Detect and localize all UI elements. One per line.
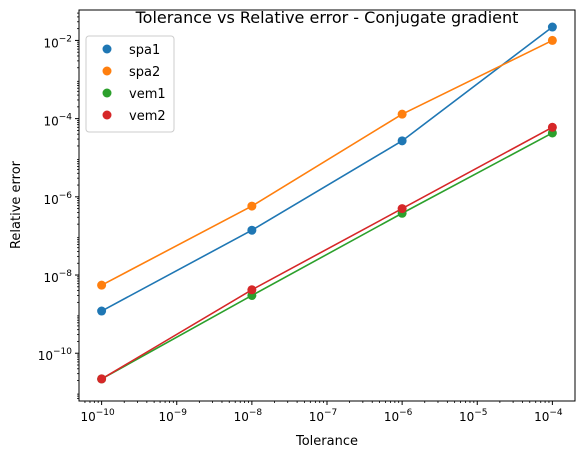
x-axis: 10−10 10−9 10−8 10−7 10−6 10−5 10−4 bbox=[80, 401, 563, 424]
x-tick-label-base: 10 bbox=[459, 410, 474, 424]
y-tick-label-base: 10 bbox=[43, 271, 58, 285]
x-tick-label: 10−5 bbox=[459, 408, 488, 424]
y-tick-label: 10−8 bbox=[43, 269, 72, 285]
x-tick-label: 10−4 bbox=[534, 408, 563, 424]
data-point-spa1 bbox=[97, 306, 107, 316]
plot-marks bbox=[97, 22, 557, 384]
y-tick-label: 10−6 bbox=[43, 191, 72, 207]
data-point-vem2 bbox=[547, 122, 557, 132]
data-point-spa2 bbox=[397, 109, 407, 119]
x-tick-label-exponent: −8 bbox=[249, 408, 263, 418]
data-point-spa1 bbox=[247, 225, 257, 235]
x-tick-label-base: 10 bbox=[534, 410, 549, 424]
data-point-spa2 bbox=[547, 35, 557, 45]
y-tick-label: 10−4 bbox=[43, 113, 72, 129]
y-tick-label-exponent: −6 bbox=[59, 191, 73, 201]
x-tick-label-base: 10 bbox=[158, 410, 173, 424]
x-tick-label-base: 10 bbox=[384, 410, 399, 424]
y-tick-label-base: 10 bbox=[43, 36, 58, 50]
y-tick-label-base: 10 bbox=[38, 349, 53, 363]
chart-title: Tolerance vs Relative error - Conjugate … bbox=[135, 8, 519, 27]
y-tick-label-exponent: −2 bbox=[59, 34, 72, 44]
legend-label-vem2: vem2 bbox=[129, 109, 166, 124]
data-point-spa2 bbox=[97, 280, 107, 290]
x-axis-label: Tolerance bbox=[295, 434, 358, 449]
legend-label-spa1: spa1 bbox=[129, 43, 160, 58]
x-tick-label: 10−10 bbox=[80, 408, 115, 424]
x-tick-label-exponent: −4 bbox=[549, 408, 563, 418]
data-point-spa1 bbox=[397, 136, 407, 146]
x-tick-label-exponent: −10 bbox=[96, 408, 115, 418]
legend-marker-vem1 bbox=[102, 88, 112, 98]
legend-marker-vem2 bbox=[102, 110, 112, 120]
x-tick-label-base: 10 bbox=[80, 410, 95, 424]
series-line-vem1 bbox=[101, 132, 553, 380]
series-line-spa2 bbox=[101, 39, 553, 286]
x-tick-label: 10−7 bbox=[309, 408, 338, 424]
x-tick-label: 10−6 bbox=[384, 408, 413, 424]
data-point-vem2 bbox=[247, 285, 257, 295]
data-point-vem2 bbox=[397, 204, 407, 214]
legend-marker-spa2 bbox=[102, 66, 112, 76]
legend-marker-spa1 bbox=[102, 44, 112, 54]
x-tick-label-exponent: −7 bbox=[324, 408, 337, 418]
data-point-vem2 bbox=[97, 374, 107, 384]
legend-label-vem1: vem1 bbox=[129, 87, 166, 102]
data-point-spa1 bbox=[547, 22, 557, 32]
data-point-spa2 bbox=[247, 201, 257, 211]
series-line-spa1 bbox=[101, 26, 553, 312]
y-tick-label-exponent: −10 bbox=[53, 347, 72, 357]
y-tick-label: 10−10 bbox=[38, 347, 73, 363]
legend: spa1 spa2 vem1 vem2 bbox=[85, 35, 175, 133]
y-tick-label-exponent: −8 bbox=[59, 269, 73, 279]
x-tick-label: 10−8 bbox=[234, 408, 263, 424]
x-tick-label-exponent: −6 bbox=[399, 408, 413, 418]
x-tick-label-base: 10 bbox=[309, 410, 324, 424]
y-tick-label: 10−2 bbox=[43, 34, 72, 50]
x-tick-label: 10−9 bbox=[158, 408, 187, 424]
legend-box bbox=[85, 35, 175, 133]
y-tick-label-base: 10 bbox=[43, 115, 58, 129]
y-axis-label: Relative error bbox=[9, 160, 24, 249]
x-tick-label-exponent: −9 bbox=[174, 408, 188, 418]
y-tick-label-exponent: −4 bbox=[59, 113, 73, 123]
series-line-vem2 bbox=[101, 126, 553, 380]
y-tick-label-base: 10 bbox=[43, 193, 58, 207]
x-tick-label-exponent: −5 bbox=[474, 408, 487, 418]
x-tick-label-base: 10 bbox=[234, 410, 249, 424]
legend-label-spa2: spa2 bbox=[129, 65, 160, 80]
